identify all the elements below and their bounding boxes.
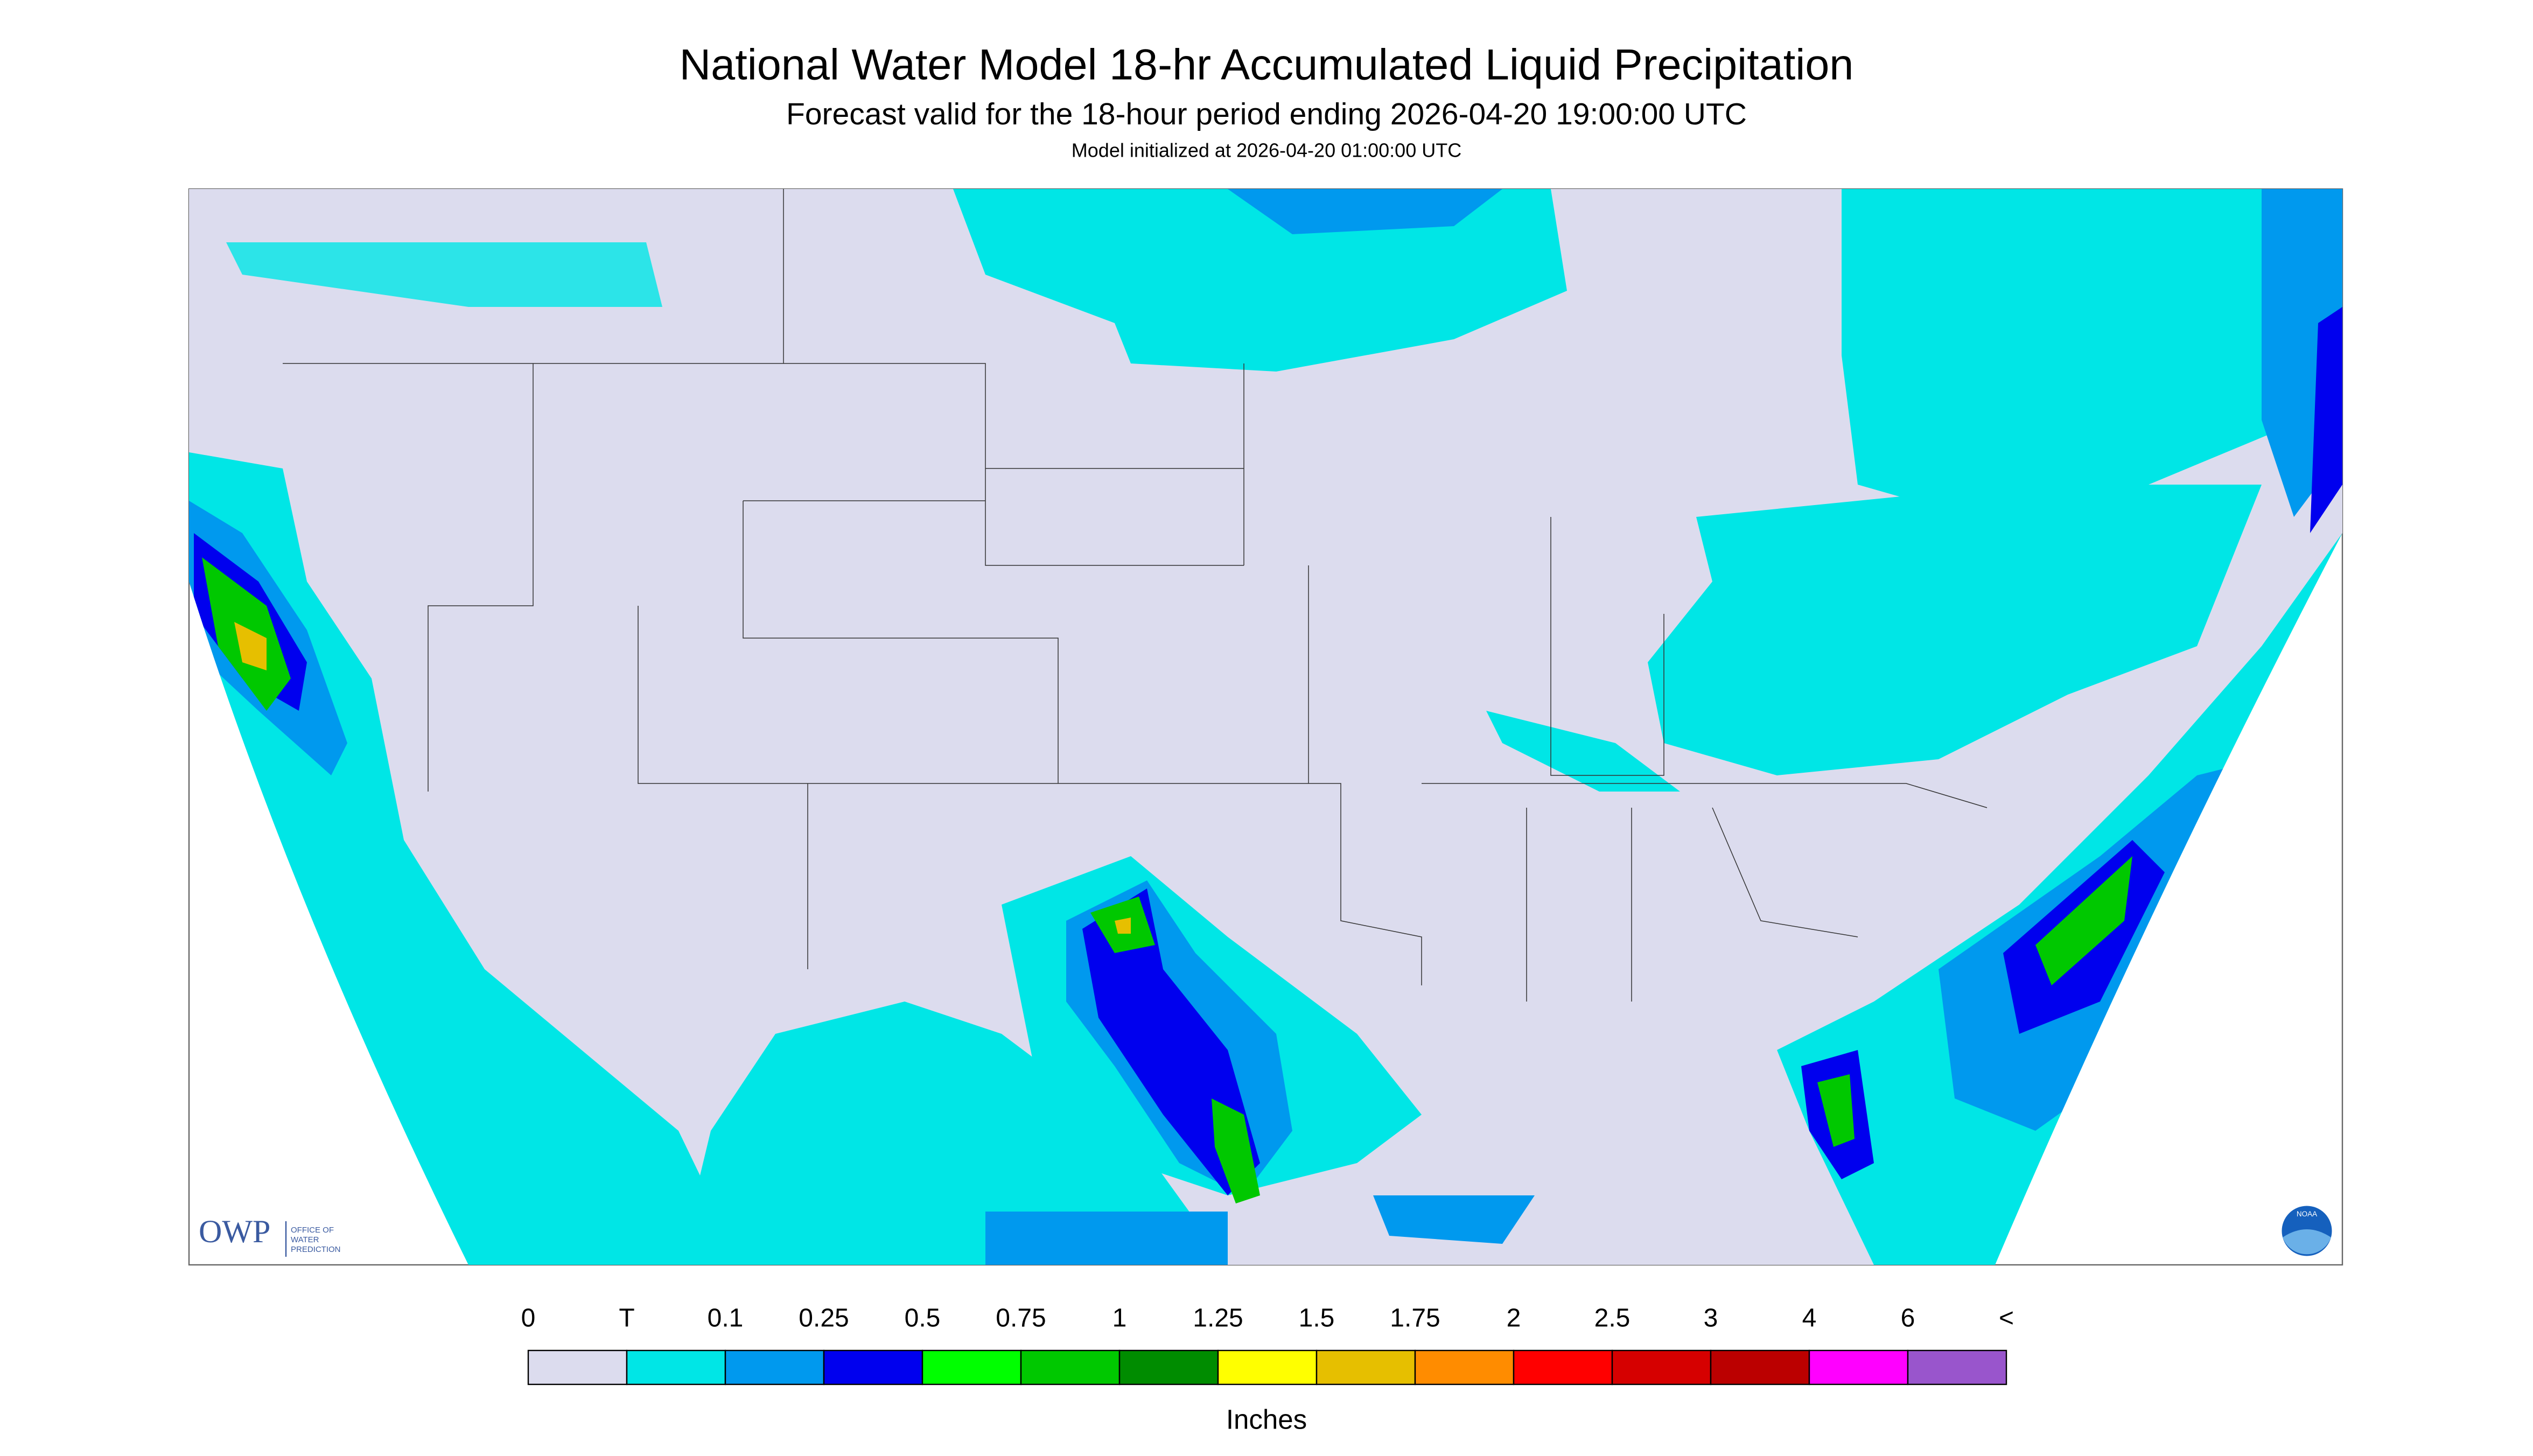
legend-label: 0.25	[799, 1304, 849, 1333]
legend-label: T	[619, 1304, 634, 1333]
legend-swatch	[626, 1349, 726, 1385]
legend-label: 1	[1112, 1304, 1127, 1333]
owp-name: OFFICE OF	[291, 1226, 334, 1235]
owp-logo: OWP OFFICE OF WATER PREDICTION	[199, 1214, 341, 1257]
noaa-text: NOAA	[2297, 1210, 2317, 1218]
legend-swatch	[724, 1349, 825, 1385]
title: National Water Model 18-hr Accumulated L…	[680, 40, 1854, 89]
legend-swatch	[1217, 1349, 1318, 1385]
legend-swatch	[1710, 1349, 1810, 1385]
legend-label: 0.1	[708, 1304, 744, 1333]
legend-label: 2.5	[1594, 1304, 1631, 1333]
legend-label: 0.75	[996, 1304, 1046, 1333]
subtitle: Forecast valid for the 18-hour period en…	[786, 97, 1747, 131]
legend-label: 0	[521, 1304, 536, 1333]
init-time: Model initialized at 2026-04-20 01:00:00…	[1072, 139, 1461, 162]
noaa-logo: NOAA	[2280, 1204, 2334, 1258]
legend-swatch	[1118, 1349, 1219, 1385]
legend-unit: Inches	[1226, 1404, 1307, 1434]
state-borders	[283, 189, 1988, 1002]
legend-label: 4	[1802, 1304, 1817, 1333]
owp-name: PREDICTION	[291, 1245, 341, 1254]
legend-label: 1.75	[1390, 1304, 1440, 1333]
legend-swatch	[1808, 1349, 1909, 1385]
legend-swatch	[1316, 1349, 1416, 1385]
legend-swatch	[1020, 1349, 1121, 1385]
precip-field	[189, 189, 2342, 1265]
legend-label: 2	[1507, 1304, 1521, 1333]
legend-swatch	[1414, 1349, 1515, 1385]
legend-swatch	[527, 1349, 628, 1385]
map: OWP OFFICE OF WATER PREDICTION NOAA	[188, 188, 2343, 1266]
legend-swatch	[1611, 1349, 1712, 1385]
legend-label: 1.5	[1299, 1304, 1335, 1333]
legend: Inches 0 T 0.1 0.25 0.5 0.75 1 1.25 1.5 1.75 2 2.5 3…	[521, 1304, 2014, 1435]
legend-swatch	[921, 1349, 1022, 1385]
owp-name: WATER	[291, 1235, 319, 1244]
legend-swatch	[1907, 1349, 2007, 1385]
legend-label: 6	[1901, 1304, 1915, 1333]
legend-label: <	[1999, 1304, 2014, 1333]
owp-text: OWP	[199, 1214, 270, 1249]
legend-label: 1.25	[1193, 1304, 1243, 1333]
legend-swatch	[1513, 1349, 1613, 1385]
legend-label: 0.5	[905, 1304, 941, 1333]
legend-swatch	[823, 1349, 923, 1385]
legend-label: 3	[1704, 1304, 1718, 1333]
